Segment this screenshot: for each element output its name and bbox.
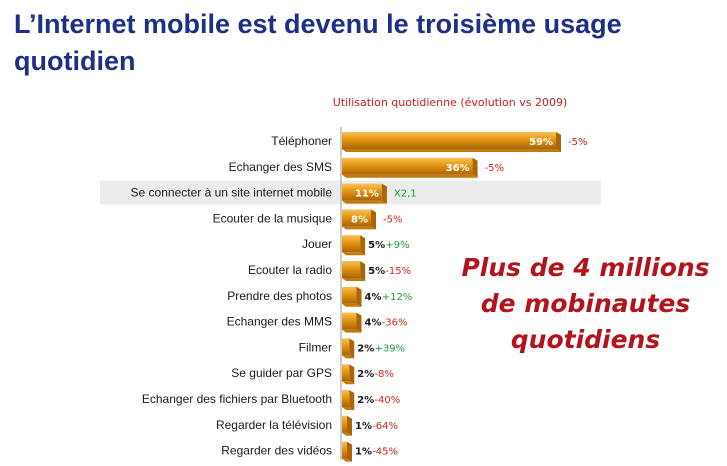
evolution-label: -8% (374, 369, 393, 380)
bar (342, 261, 361, 278)
value-label: 5% (368, 240, 385, 251)
bar (342, 364, 350, 382)
category-label: Téléphoner (271, 134, 332, 148)
bar-bottom (342, 226, 377, 230)
category-label: Ecouter de la musique (213, 211, 333, 225)
value-label: 36% (446, 163, 470, 174)
evolution-label: -15% (385, 266, 411, 277)
bar-bottom (342, 355, 355, 359)
bar (342, 338, 350, 356)
bar-side (360, 235, 366, 256)
bar-side (347, 441, 352, 462)
value-label: 8% (351, 214, 368, 225)
bar-bottom (342, 200, 387, 204)
bar (342, 286, 357, 304)
category-label: Se guider par GPS (231, 366, 332, 380)
bar-side (556, 132, 561, 152)
bar-bottom (342, 303, 362, 307)
bar (342, 235, 361, 253)
chart-subtitle: Utilisation quotidienne (évolution vs 20… (332, 96, 568, 109)
bar-side (371, 209, 377, 230)
category-label: Echanger des SMS (229, 160, 332, 174)
evolution-label: +39% (374, 343, 405, 354)
value-label: 5% (368, 266, 385, 277)
evolution-label: X2,1 (394, 189, 417, 200)
bar-side (381, 183, 387, 204)
evolution-label: +12% (382, 292, 413, 303)
bar-side (472, 157, 478, 178)
bar (342, 157, 473, 175)
bar-bottom (342, 458, 352, 462)
value-label: 59% (529, 137, 553, 148)
evolution-label: -5% (568, 137, 587, 148)
category-label: Jouer (302, 237, 332, 251)
value-label: 2% (357, 369, 374, 380)
bar-side (347, 415, 352, 436)
category-label: Regarder des vidéos (221, 444, 332, 458)
evolution-label: -36% (382, 318, 408, 329)
category-label: Echanger des MMS (227, 315, 332, 329)
value-label: 2% (357, 343, 374, 354)
bar (342, 132, 556, 149)
bar-bottom (342, 174, 478, 178)
category-label: Prendre des photos (227, 289, 332, 303)
bar-bottom (342, 432, 352, 436)
bar-bottom (342, 381, 355, 385)
bar (342, 441, 347, 459)
category-label: Echanger des fichiers par Bluetooth (142, 392, 332, 406)
bar (342, 312, 357, 330)
bar-side (349, 390, 355, 410)
category-label: Se connecter à un site internet mobile (131, 186, 333, 200)
page-title: L’Internet mobile est devenu le troisièm… (14, 9, 622, 76)
bar (342, 183, 382, 201)
category-label: Filmer (299, 340, 332, 354)
evolution-label: -64% (372, 421, 398, 432)
bar-bottom (342, 149, 561, 152)
bar (342, 209, 372, 227)
bar (342, 415, 347, 433)
bar-side (356, 286, 362, 307)
bar-side (360, 261, 366, 281)
value-label: 2% (357, 395, 374, 406)
bar-side (349, 338, 355, 359)
bar (342, 390, 350, 407)
evolution-label: -5% (383, 214, 402, 225)
callout-line-3: quotidiens (510, 325, 661, 354)
bar-bottom (342, 252, 366, 256)
evolution-label: -45% (372, 447, 398, 458)
value-label: 1% (355, 447, 372, 458)
value-label: 1% (355, 421, 372, 432)
value-label: 11% (355, 189, 379, 200)
bar-bottom (342, 278, 366, 281)
bar-bottom (342, 329, 362, 333)
category-label: Ecouter la radio (248, 263, 332, 277)
evolution-label: +9% (385, 240, 409, 251)
callout-line-1: Plus de 4 millions (461, 253, 710, 282)
value-label: 4% (365, 292, 382, 303)
bar-side (349, 364, 355, 385)
category-label: Regarder la télévision (216, 418, 332, 432)
value-label: 4% (365, 318, 382, 329)
bar-side (356, 312, 362, 333)
mobile-users-callout: Plus de 4 millions de mobinautes quotidi… (458, 250, 713, 358)
evolution-label: -5% (485, 163, 504, 174)
bar-bottom (342, 407, 355, 410)
callout-line-2: de mobinautes (480, 289, 691, 318)
evolution-label: -40% (374, 395, 400, 406)
